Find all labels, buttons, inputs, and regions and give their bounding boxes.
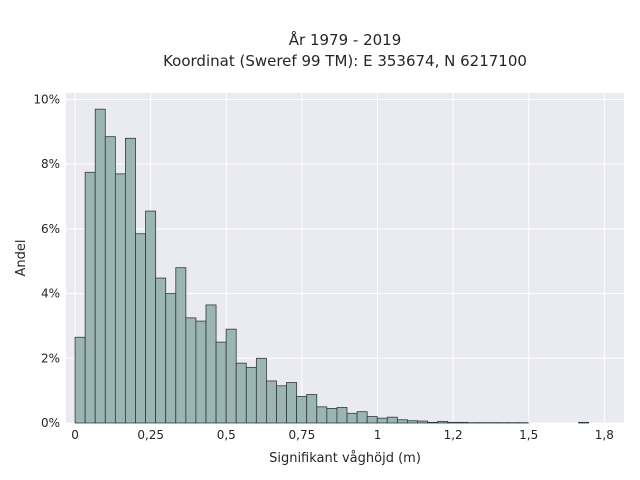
- histogram-bar: [386, 416, 398, 424]
- y-tick-label: 8%: [41, 157, 60, 171]
- x-tick-label: 0,5: [217, 428, 236, 442]
- x-tick-label: 1,8: [595, 428, 614, 442]
- y-tick-label: 10%: [33, 92, 60, 106]
- y-tick-label: 0%: [41, 416, 60, 430]
- histogram-bar: [427, 421, 439, 424]
- histogram-bar: [326, 408, 338, 424]
- histogram-bar: [346, 412, 358, 424]
- histogram-bar: [276, 385, 287, 424]
- histogram-bar: [185, 317, 197, 424]
- histogram-bar: [296, 396, 308, 424]
- chart-subtitle: Koordinat (Sweref 99 TM): E 353674, N 62…: [163, 52, 527, 70]
- histogram-bar: [578, 421, 590, 424]
- histogram-bars: [74, 108, 590, 424]
- histogram-bar: [255, 357, 267, 424]
- x-tick-label: 1,2: [444, 428, 463, 442]
- histogram-bar: [225, 328, 237, 424]
- histogram-bar: [316, 406, 328, 424]
- histogram-bar: [135, 233, 146, 424]
- y-tick-label: 6%: [41, 222, 60, 236]
- histogram-bar: [104, 136, 116, 424]
- histogram-bar: [437, 420, 449, 424]
- histogram-bar: [457, 421, 469, 424]
- histogram-bar: [74, 336, 86, 424]
- x-tick-label: 1,5: [519, 428, 538, 442]
- histogram-bar: [396, 419, 408, 424]
- x-tick-label: 0,25: [137, 428, 164, 442]
- y-axis-ticks: 0% 2% 4% 6% 8% 10%: [33, 92, 60, 430]
- histogram-bar: [447, 421, 459, 424]
- histogram-bar: [407, 420, 418, 424]
- histogram-bar: [175, 267, 187, 424]
- x-tick-label: 0: [71, 428, 79, 442]
- histogram-bar: [84, 171, 96, 424]
- histogram-bar: [195, 320, 207, 424]
- chart-title: År 1979 - 2019: [289, 30, 402, 49]
- x-tick-label: 0,75: [289, 428, 316, 442]
- x-axis-ticks: 0 0,25 0,5 0,75 1 1,2 1,5 1,8: [71, 428, 614, 442]
- histogram-bar: [336, 407, 348, 424]
- histogram-bar: [145, 210, 157, 424]
- histogram-bar: [245, 366, 257, 424]
- histogram-bar: [366, 416, 378, 424]
- histogram-bar: [266, 380, 277, 424]
- y-tick-label: 4%: [41, 287, 60, 301]
- histogram-bar: [235, 362, 247, 424]
- histogram-bar: [306, 394, 318, 424]
- histogram-bar: [114, 173, 126, 424]
- histogram-bar: [155, 277, 167, 424]
- histogram-bar: [356, 411, 368, 424]
- histogram-bar: [215, 341, 227, 424]
- histogram-bar: [417, 420, 428, 424]
- histogram-bar: [125, 137, 136, 424]
- histogram-bar: [94, 108, 106, 424]
- y-axis-label: Andel: [14, 240, 29, 277]
- x-tick-label: 1: [374, 428, 382, 442]
- histogram-bar: [376, 417, 388, 424]
- y-tick-label: 2%: [41, 351, 60, 365]
- histogram-bar: [286, 382, 298, 424]
- x-axis-label: Signifikant våghöjd (m): [269, 451, 421, 466]
- histogram-bar: [165, 293, 177, 424]
- histogram-bar: [205, 304, 217, 424]
